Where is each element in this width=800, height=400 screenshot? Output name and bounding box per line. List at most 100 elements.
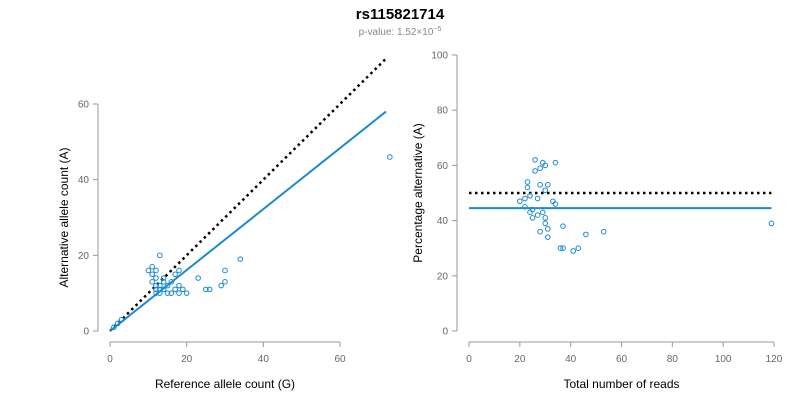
counts-x-tick-label: 0 (107, 354, 113, 365)
counts-fit-line (109, 110, 387, 332)
counts-data-point (157, 286, 163, 293)
counts-data-point (157, 282, 163, 289)
percentage-data-point (560, 245, 566, 251)
counts-data-point (149, 271, 155, 278)
percentage-y-tick-label: 60 (437, 161, 449, 172)
counts-data-point (222, 267, 228, 274)
counts-x-tick-label: 40 (258, 354, 270, 365)
percentage-x-tick-label: 20 (514, 354, 526, 365)
counts-data-point (157, 290, 163, 296)
percentage-data-point (532, 157, 538, 163)
percentage-y-tick-label: 100 (431, 51, 448, 62)
counts-data-point (218, 282, 224, 289)
percentage-x-tick-label: 40 (565, 354, 577, 365)
p-value-exponent: −5 (433, 26, 441, 33)
chart-subtitle: p-value: 1.52×10−5 (359, 26, 442, 38)
counts-data-point (206, 286, 213, 293)
percentage-data-point (542, 187, 549, 194)
percentage-data-point (542, 215, 549, 221)
percentage-data-point (552, 159, 559, 166)
percentage-x-tick-label: 0 (466, 354, 472, 365)
percentage-x-tick-label: 120 (766, 354, 783, 365)
percentage-data-point (524, 179, 531, 185)
percentage-data-point (522, 204, 528, 210)
percentage-x-axis-label: Total number of reads (563, 377, 679, 391)
counts-data-point (118, 316, 125, 323)
percentage-y-tick-label: 40 (437, 216, 449, 227)
percentage-data-point (537, 181, 543, 188)
counts-data-point (153, 275, 159, 281)
percentage-data-point (539, 209, 546, 216)
counts-data-point (176, 282, 182, 289)
percentage-y-tick-label: 20 (437, 271, 449, 282)
counts-data-point (111, 324, 117, 331)
counts-data-point (160, 286, 167, 293)
counts-y-tick-label: 60 (78, 100, 90, 111)
percentage-x-tick-label: 80 (667, 354, 679, 365)
percentage-y-tick-label: 0 (442, 327, 448, 338)
counts-data-point (153, 267, 159, 274)
percentage-data-point (517, 198, 523, 205)
counts-y-axis-label: Alternative allele count (A) (57, 147, 71, 287)
percentage-data-point (537, 165, 543, 171)
percentage-data-point (537, 228, 543, 235)
counts-x-axis-label: Reference allele count (G) (155, 377, 295, 391)
counts-data-point (114, 320, 121, 327)
scatter-panel-percentage: 0 20 40 60 80 100 120 0 20 40 60 80 100 Total number … (411, 51, 783, 392)
percentage-data-point (529, 206, 536, 213)
counts-data-point (172, 286, 178, 293)
percentage-y-tick-label: 80 (437, 106, 449, 117)
counts-data-point (153, 290, 159, 296)
percentage-data-point (542, 162, 549, 169)
percentage-data-point (532, 168, 538, 174)
percentage-y-axis-label: Percentage alternative (A) (411, 123, 425, 262)
counts-data-point (387, 154, 393, 160)
percentage-data-point (534, 195, 541, 202)
counts-expected-line (109, 57, 387, 332)
counts-data-point (168, 290, 175, 296)
counts-data-point (180, 286, 186, 293)
percentage-data-point (544, 226, 551, 232)
percentage-data-point (527, 192, 533, 199)
percentage-data-point (575, 245, 582, 251)
percentage-data-point (534, 212, 541, 218)
percentage-data-point (600, 228, 607, 235)
counts-data-point (145, 267, 152, 274)
percentage-data-point (583, 231, 589, 238)
counts-data-point (164, 282, 171, 289)
counts-data-point (160, 279, 167, 285)
counts-data-point (176, 290, 182, 296)
percentage-x-tick-label: 100 (715, 354, 732, 365)
counts-data-point (157, 252, 163, 259)
percentage-data-point (768, 220, 775, 227)
counts-data-point (160, 275, 167, 281)
counts-x-tick-label: 60 (334, 354, 346, 365)
percentage-data-point (557, 245, 564, 251)
chart-title: rs115821714 (356, 6, 445, 23)
counts-data-point (149, 279, 155, 285)
p-value-text: p-value: 1.52×10 (359, 27, 434, 38)
percentage-data-point (552, 201, 559, 207)
counts-data-point (149, 263, 155, 270)
counts-y-tick-label: 0 (83, 327, 89, 338)
counts-x-tick-label: 20 (181, 354, 193, 365)
counts-y-tick-label: 40 (78, 175, 90, 186)
counts-data-point (153, 286, 159, 293)
counts-y-tick-label: 20 (78, 251, 90, 262)
percentage-data-point (524, 184, 531, 191)
percentage-data-point (570, 248, 577, 254)
counts-data-point (203, 286, 209, 293)
counts-data-point (237, 256, 244, 262)
percentage-data-point (522, 195, 528, 202)
scatter-panel-counts: 0 20 40 60 0 20 40 60 Reference allele count (G)… (57, 57, 393, 391)
counts-data-point (168, 279, 175, 285)
percentage-data-point (542, 220, 549, 227)
percentage-x-tick-label: 60 (616, 354, 628, 365)
counts-data-point (164, 290, 171, 296)
percentage-data-point (544, 181, 551, 188)
counts-data-point (183, 290, 190, 296)
counts-data-point (176, 267, 182, 274)
percentage-data-point (529, 215, 536, 221)
